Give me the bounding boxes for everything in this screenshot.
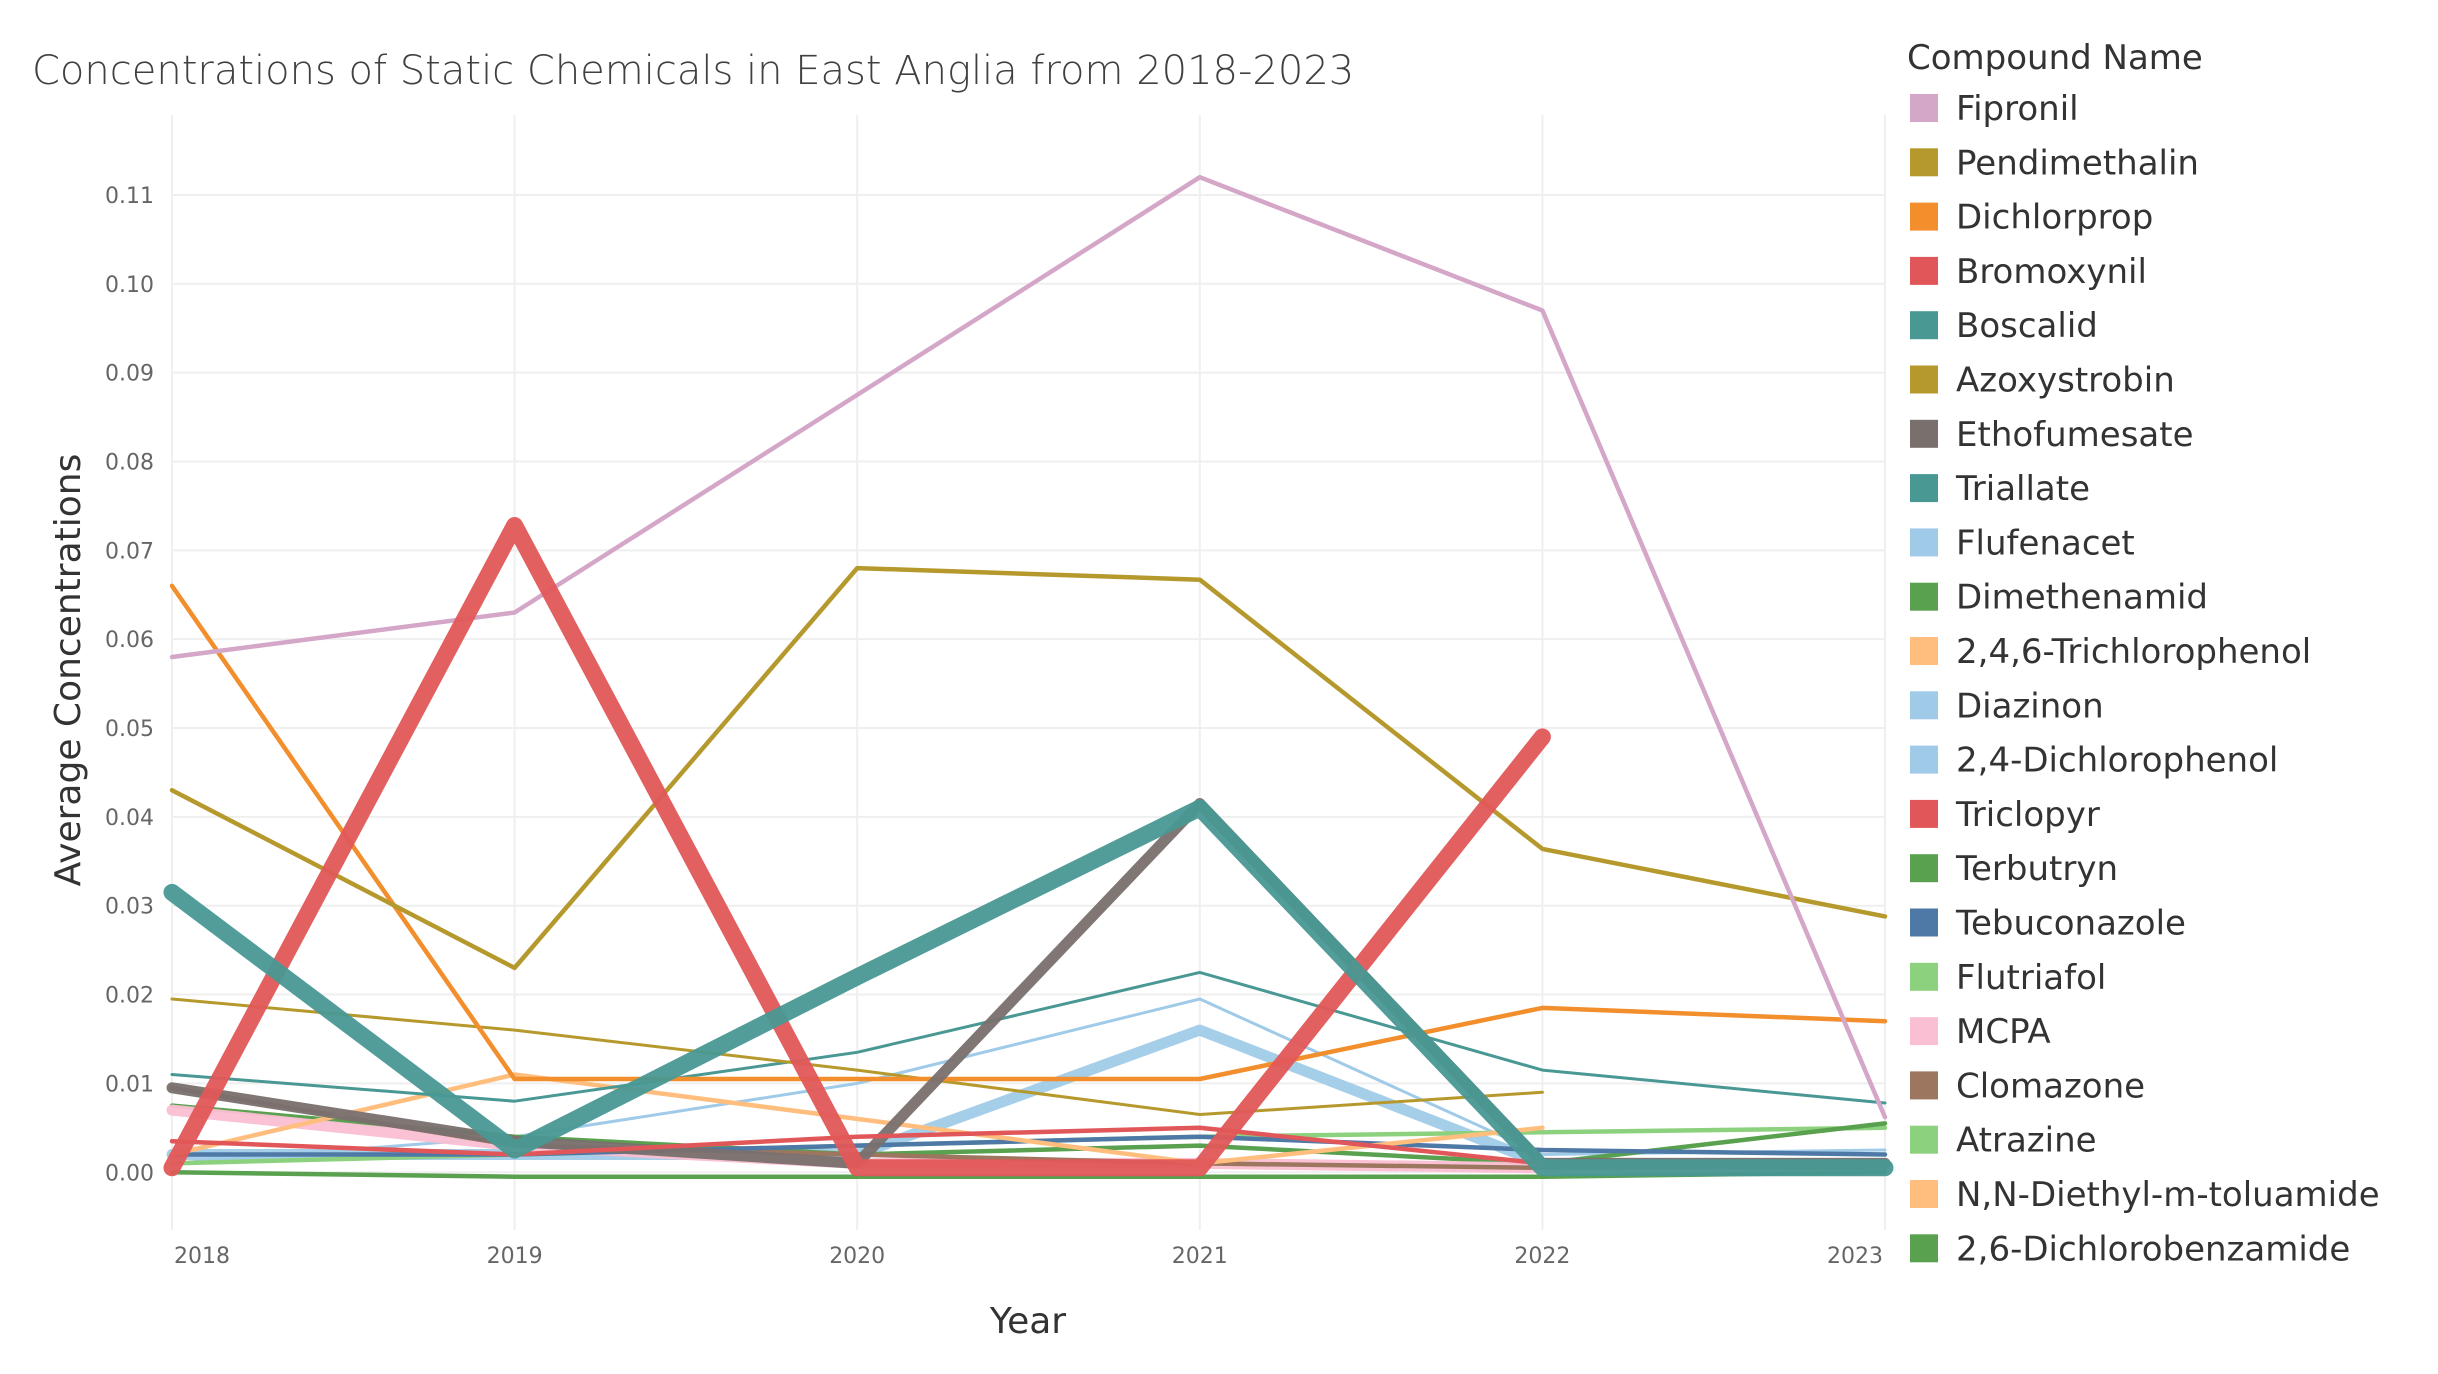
series-line [163,799,1894,1177]
legend-swatch [1910,637,1938,665]
y-tick-label: 0.11 [105,184,154,209]
legend-swatch [1910,691,1938,720]
series-line [170,997,1544,1116]
legend-swatch [1910,202,1938,231]
legend-swatch [1910,1180,1938,1208]
y-tick-label: 0.06 [105,628,154,653]
legend-label: Pendimethalin [1956,143,2199,183]
legend-label: Triallate [1955,469,2090,509]
legend-title: Compound Name [1907,38,2203,78]
legend-swatch [1910,1017,1938,1046]
legend-label: Tebuconazole [1955,904,2186,944]
legend-label: Ethofumesate [1956,415,2194,455]
legend-swatch [1910,1234,1938,1263]
y-tick-label: 0.00 [105,1161,154,1186]
legend-label: Azoxystrobin [1956,361,2175,401]
y-tick-label: 0.08 [105,450,154,475]
legend-swatch [1910,474,1938,503]
x-axis-title: Year [989,1301,1066,1342]
legend-swatch [1910,908,1938,937]
legend-label: Fipronil [1956,89,2079,129]
legend-label: 2,4,6-Trichlorophenol [1956,632,2311,672]
series-line [169,565,1888,971]
legend-label: Flutriafol [1956,958,2106,998]
legend-swatch [1910,1071,1938,1100]
legend-swatch [1910,1125,1938,1154]
x-tick-label: 2023 [1827,1244,1883,1269]
axis-ticks: 0.00 0.01 0.02 0.03 0.04 0.05 0.06 0.07 0.08 0.09… [105,184,1883,1269]
series-line [169,583,1888,1082]
legend-label: 2,4-Dichlorophenol [1956,741,2278,781]
legend-label: Dichlorprop [1956,198,2153,238]
legend-swatch [1910,745,1938,774]
series-lines [163,174,1894,1179]
legend-label: Bromoxynil [1956,252,2147,292]
legend-label: Clomazone [1956,1066,2145,1106]
legend-label: MCPA [1956,1012,2051,1052]
gridlines [171,115,1886,1230]
legend-swatch [1910,94,1938,122]
legend-swatch [1910,799,1938,828]
series-line [169,1125,1545,1166]
x-tick-label: 2021 [1172,1244,1228,1269]
legend-label: Triclopyr [1955,795,2100,835]
legend-label: Dimethenamid [1956,578,2208,618]
legend-swatch [1910,311,1938,340]
legend-swatch [1910,256,1938,285]
legend-swatch [1910,854,1938,883]
legend-swatch [1910,582,1938,611]
y-tick-label: 0.05 [105,717,154,742]
legend: Fipronil Pendimethalin Dichlorprop Bromoxyn… [1910,89,2380,1269]
y-tick-label: 0.07 [105,539,154,564]
y-tick-label: 0.01 [105,1072,154,1097]
legend-swatch [1910,365,1938,394]
x-tick-label: 2018 [174,1244,230,1269]
legend-label: Diazinon [1956,686,2104,726]
x-tick-label: 2019 [487,1244,543,1269]
legend-swatch [1910,148,1938,177]
legend-swatch [1910,419,1938,448]
y-tick-label: 0.03 [105,895,154,920]
series-line [166,798,1891,1169]
y-tick-label: 0.04 [105,806,154,831]
legend-label: Atrazine [1956,1121,2097,1161]
legend-label: Flufenacet [1956,523,2135,563]
series-line [169,1072,1545,1166]
legend-label: Boscalid [1956,306,2098,346]
legend-label: Terbutryn [1955,849,2118,889]
y-tick-label: 0.10 [105,273,154,298]
y-tick-label: 0.02 [105,984,154,1009]
legend-label: 2,6-Dichlorobenzamide [1956,1229,2350,1269]
x-tick-label: 2020 [829,1244,885,1269]
chart-title: Concentrations of Static Chemicals in Ea… [32,48,1354,94]
legend-swatch [1910,962,1938,991]
legend-label: N,N-Diethyl-m-toluamide [1956,1175,2380,1215]
y-tick-label: 0.09 [105,362,154,387]
y-axis-title: Average Concentrations [48,454,89,887]
x-tick-label: 2022 [1514,1244,1570,1269]
series-line [163,517,1551,1177]
legend-swatch [1910,528,1938,557]
